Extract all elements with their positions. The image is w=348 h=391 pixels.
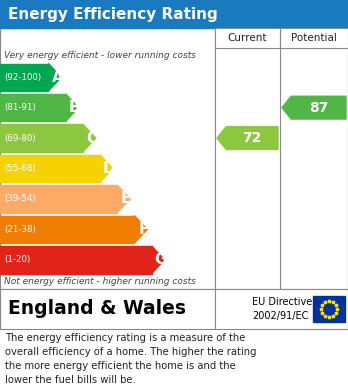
Bar: [0, 185, 117, 213]
Text: 72: 72: [242, 131, 262, 145]
Bar: [280, 28, 348, 48]
Text: (55-68): (55-68): [4, 164, 36, 173]
Bar: [0, 28, 348, 289]
Text: Not energy efficient - higher running costs: Not energy efficient - higher running co…: [4, 278, 196, 287]
Bar: [0, 289, 348, 329]
Bar: [0, 94, 66, 121]
Text: 87: 87: [309, 100, 328, 115]
Text: (81-91): (81-91): [4, 103, 35, 112]
Text: lower the fuel bills will be.: lower the fuel bills will be.: [5, 375, 136, 385]
Text: The energy efficiency rating is a measure of the: The energy efficiency rating is a measur…: [5, 333, 245, 343]
Text: EU Directive: EU Directive: [252, 297, 313, 307]
Text: D: D: [103, 161, 115, 176]
Text: G: G: [155, 252, 167, 267]
Text: Energy Efficiency Rating: Energy Efficiency Rating: [8, 7, 218, 22]
Bar: [0, 124, 83, 152]
Text: (92-100): (92-100): [4, 73, 41, 82]
Text: Very energy efficient - lower running costs: Very energy efficient - lower running co…: [4, 50, 196, 59]
Text: A: A: [52, 70, 63, 85]
Text: overall efficiency of a home. The higher the rating: overall efficiency of a home. The higher…: [5, 347, 256, 357]
Text: the more energy efficient the home is and the: the more energy efficient the home is an…: [5, 361, 236, 371]
Bar: [0, 63, 48, 91]
Text: (21-38): (21-38): [4, 225, 36, 234]
Text: (69-80): (69-80): [4, 134, 35, 143]
Bar: [0, 246, 152, 273]
Polygon shape: [134, 216, 147, 243]
Text: 2002/91/EC: 2002/91/EC: [252, 311, 309, 321]
Polygon shape: [217, 127, 278, 149]
Polygon shape: [83, 124, 96, 152]
Text: Current: Current: [228, 33, 267, 43]
Bar: [0, 216, 134, 243]
Text: Potential: Potential: [291, 33, 337, 43]
Text: (1-20): (1-20): [4, 255, 30, 264]
Bar: [0, 0, 348, 28]
Polygon shape: [282, 96, 346, 119]
Text: C: C: [86, 131, 97, 145]
Polygon shape: [48, 63, 61, 91]
Bar: [0, 155, 100, 182]
Text: B: B: [69, 100, 80, 115]
Polygon shape: [66, 94, 79, 121]
Text: England & Wales: England & Wales: [8, 300, 186, 319]
Polygon shape: [117, 185, 130, 213]
Bar: [215, 28, 280, 48]
Text: (39-54): (39-54): [4, 194, 35, 203]
Text: E: E: [121, 192, 132, 206]
Polygon shape: [152, 246, 165, 273]
Polygon shape: [100, 155, 113, 182]
Bar: [313, 296, 345, 322]
Text: F: F: [138, 222, 149, 237]
